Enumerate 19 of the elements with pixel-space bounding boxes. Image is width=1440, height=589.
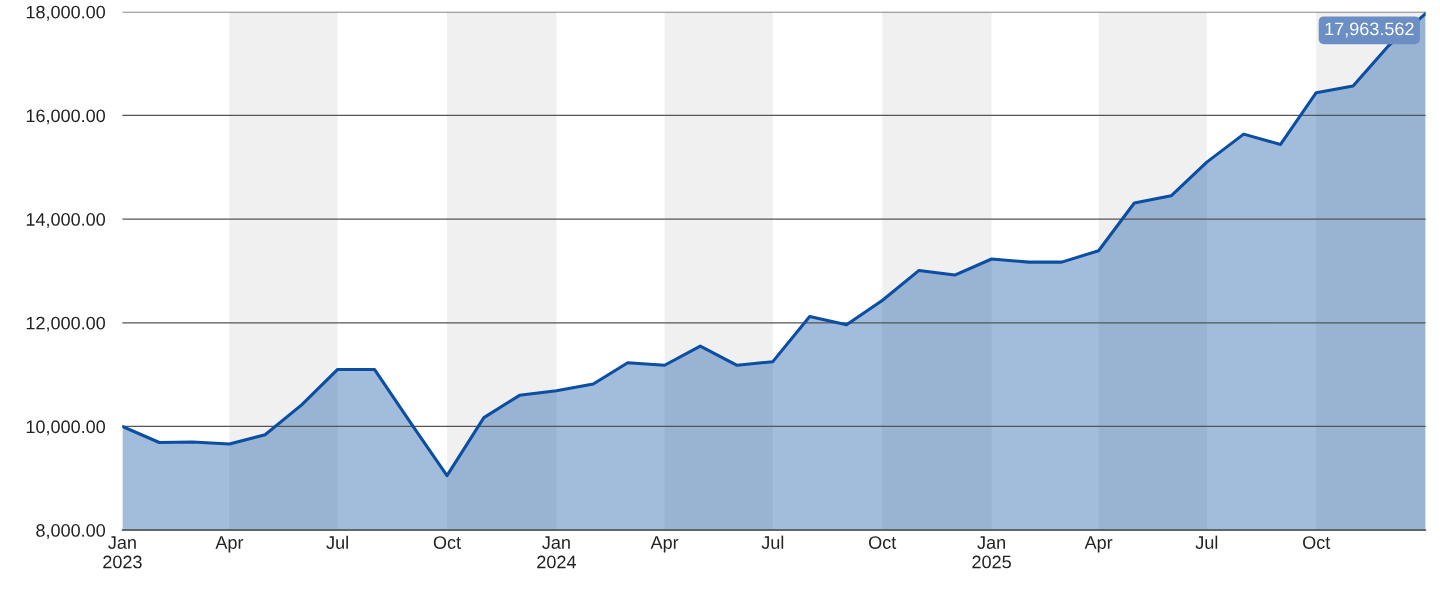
y-tick-label: 18,000.00 [26,5,106,21]
annotation: 17,963.562 [1325,22,1414,38]
y-tick-label: 12,000.00 [26,316,106,332]
x-tick-label: Jul [761,535,784,549]
x-tick-label: Oct [869,536,897,549]
x-tick-label: Jan 2023 [103,536,142,569]
x-tick-label: Apr [215,536,244,553]
x-tick-label: Jul [326,535,348,549]
y-tick-label: 8,000.00 [36,524,106,539]
x-tick-label: Apr [1084,536,1113,553]
x-tick-label: Oct [1303,536,1331,549]
x-tick-label: Jan 2025 [972,536,1011,569]
x-tick-label: Oct [433,536,461,549]
y-tick-label: 10,000.00 [26,420,106,436]
x-tick-label: Jan 2024 [537,536,576,569]
y-tick-label: 16,000.00 [26,109,106,125]
y-tick-label: 14,000.00 [26,213,106,228]
x-tick-label: Apr [650,536,679,553]
x-tick-label: Jul [1195,535,1218,549]
